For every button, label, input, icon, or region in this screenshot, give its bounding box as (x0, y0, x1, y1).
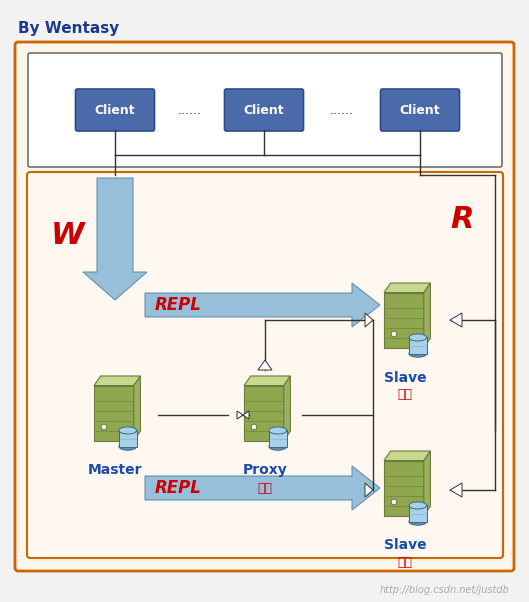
Ellipse shape (409, 502, 426, 509)
Text: Slave: Slave (384, 371, 426, 385)
Polygon shape (134, 376, 140, 441)
Text: By Wentasy: By Wentasy (18, 20, 119, 36)
FancyBboxPatch shape (224, 89, 304, 131)
Ellipse shape (409, 518, 426, 525)
FancyBboxPatch shape (28, 53, 502, 167)
FancyBboxPatch shape (76, 89, 154, 131)
Text: 同步: 同步 (397, 388, 413, 402)
Text: R: R (450, 205, 474, 235)
Circle shape (101, 424, 107, 430)
Polygon shape (243, 411, 249, 419)
Polygon shape (145, 466, 380, 510)
Polygon shape (384, 461, 424, 516)
Circle shape (391, 499, 397, 504)
Polygon shape (258, 360, 272, 370)
Polygon shape (409, 506, 426, 522)
Text: Client: Client (244, 104, 284, 117)
Ellipse shape (409, 350, 426, 357)
Text: Slave: Slave (384, 538, 426, 552)
Polygon shape (145, 283, 380, 327)
Text: REPL: REPL (155, 296, 202, 314)
Polygon shape (83, 178, 147, 300)
Polygon shape (269, 430, 287, 447)
Polygon shape (384, 283, 431, 293)
Text: ......: ...... (330, 104, 354, 117)
Polygon shape (450, 313, 462, 327)
Circle shape (391, 331, 397, 337)
FancyBboxPatch shape (15, 42, 514, 571)
Text: http://blog.csdn.net/justdb: http://blog.csdn.net/justdb (380, 585, 510, 595)
Ellipse shape (119, 427, 136, 434)
Text: 代理: 代理 (258, 482, 272, 494)
Circle shape (251, 424, 257, 430)
Polygon shape (384, 293, 424, 348)
FancyBboxPatch shape (27, 172, 503, 558)
Ellipse shape (269, 443, 287, 450)
Polygon shape (365, 483, 373, 497)
Ellipse shape (269, 427, 287, 434)
Ellipse shape (119, 443, 136, 450)
Text: Master: Master (88, 463, 142, 477)
Polygon shape (284, 376, 290, 441)
Polygon shape (409, 338, 426, 353)
FancyBboxPatch shape (380, 89, 460, 131)
Polygon shape (424, 451, 431, 516)
Ellipse shape (409, 334, 426, 341)
Text: ......: ...... (178, 104, 202, 117)
Polygon shape (384, 451, 431, 461)
Polygon shape (450, 483, 462, 497)
Polygon shape (424, 283, 431, 348)
Polygon shape (244, 385, 284, 441)
Polygon shape (94, 376, 140, 385)
Text: Proxy: Proxy (243, 463, 287, 477)
Polygon shape (244, 376, 290, 385)
Polygon shape (94, 385, 134, 441)
Text: Client: Client (95, 104, 135, 117)
Text: W: W (51, 220, 85, 249)
Text: REPL: REPL (155, 479, 202, 497)
Text: 同步: 同步 (397, 556, 413, 568)
Polygon shape (365, 313, 373, 327)
Text: Client: Client (400, 104, 440, 117)
Polygon shape (119, 430, 136, 447)
Polygon shape (237, 411, 243, 419)
